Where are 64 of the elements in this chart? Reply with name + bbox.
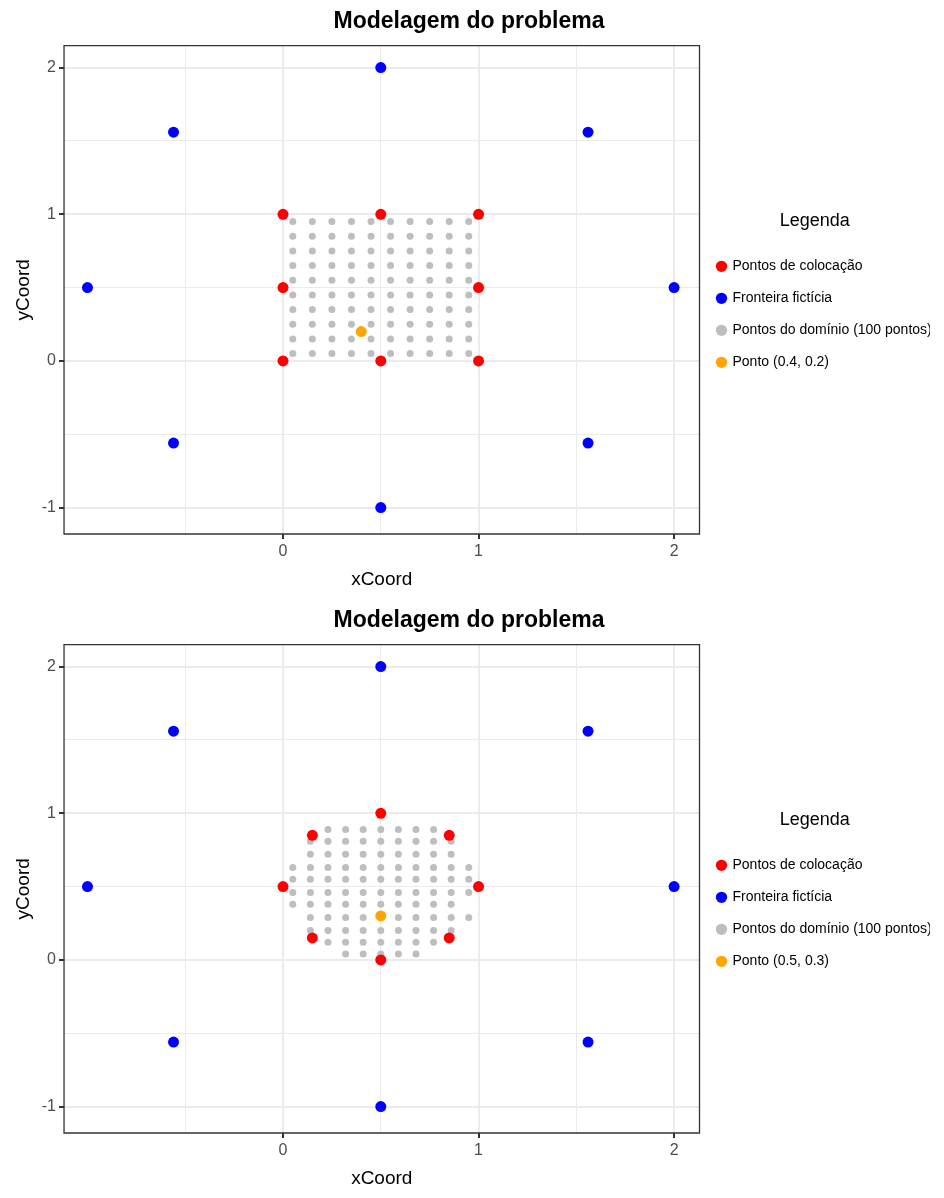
x-axis-title: xCoord <box>351 567 413 589</box>
x-tick-label: 0 <box>278 542 288 560</box>
y-tick-label: 1 <box>47 803 57 821</box>
point <box>375 355 387 367</box>
legend-label: Ponto (0.5, 0.3) <box>732 952 830 969</box>
x-tick-label: 1 <box>474 542 484 560</box>
y-tick-label: 2 <box>47 657 57 675</box>
point <box>375 62 387 74</box>
point <box>582 725 594 737</box>
point <box>582 1036 594 1048</box>
legend-label: Fronteira fictícia <box>732 888 833 905</box>
point <box>375 661 387 673</box>
point <box>306 829 318 841</box>
point <box>168 725 180 737</box>
y-tick-label: -1 <box>41 498 57 516</box>
point <box>443 932 455 944</box>
x-tick-label: 2 <box>669 1141 679 1159</box>
point <box>375 807 387 819</box>
point <box>582 437 594 449</box>
point <box>375 1101 387 1113</box>
point <box>375 910 387 922</box>
y-tick-label: 2 <box>47 58 57 76</box>
legend-label: Pontos do domínio (100 pontos) <box>732 920 932 937</box>
chart-title: Modelagem do problema <box>333 7 605 34</box>
y-tick-label: 0 <box>47 351 57 369</box>
point <box>81 282 93 294</box>
point <box>277 208 289 220</box>
point <box>668 282 680 294</box>
legend-label: Ponto (0.4, 0.2) <box>732 353 830 370</box>
point <box>375 954 387 966</box>
point <box>473 208 485 220</box>
x-tick-label: 0 <box>278 1141 288 1159</box>
point <box>473 881 485 893</box>
point <box>443 829 455 841</box>
x-tick-label: 2 <box>669 542 679 560</box>
point <box>582 126 594 138</box>
y-tick-label: 1 <box>47 204 57 222</box>
point <box>277 282 289 294</box>
point <box>473 355 485 367</box>
y-axis-title: yCoord <box>11 858 33 920</box>
point <box>168 126 180 138</box>
y-tick-label: 0 <box>47 950 57 968</box>
point <box>473 282 485 294</box>
point <box>81 881 93 893</box>
chart-title: Modelagem do problema <box>333 606 605 633</box>
x-axis-title: xCoord <box>351 1166 413 1188</box>
legend-label: Pontos de colocação <box>732 856 863 873</box>
y-axis-title: yCoord <box>11 259 33 321</box>
point <box>277 881 289 893</box>
legend-label: Pontos de colocação <box>732 257 863 274</box>
y-tick-label: -1 <box>41 1097 57 1115</box>
legend-label: Fronteira fictícia <box>732 289 833 306</box>
legend-title: Legenda <box>779 209 851 230</box>
point <box>306 932 318 944</box>
legend-title: Legenda <box>779 808 851 829</box>
x-tick-label: 1 <box>474 1141 484 1159</box>
point <box>375 502 387 514</box>
point <box>168 1036 180 1048</box>
point <box>355 326 367 338</box>
point <box>277 355 289 367</box>
point <box>668 881 680 893</box>
point <box>168 437 180 449</box>
point <box>375 208 387 220</box>
legend-label: Pontos do domínio (100 pontos) <box>732 321 932 338</box>
